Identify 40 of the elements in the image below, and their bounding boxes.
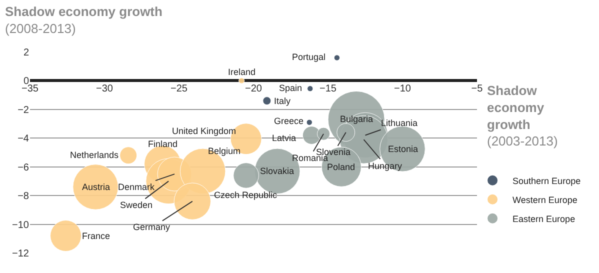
annotation: Denmark [118, 182, 156, 192]
annotation: Greece [274, 116, 304, 126]
annotation: Ireland [228, 67, 256, 77]
annotation: Austria [82, 182, 110, 192]
annotation: Italy [274, 96, 292, 106]
annotation: Germany [133, 222, 171, 232]
y-tick-label: −12 [12, 248, 30, 260]
annotation: Bulgaria [340, 114, 374, 124]
x-tick-label: −30 [96, 84, 114, 95]
annotation: Sweden [120, 200, 153, 210]
annotation: Lithuania [381, 118, 418, 128]
annotation: France [82, 231, 110, 241]
x-tick-label: −20 [245, 84, 262, 95]
annotation: Spain [279, 83, 302, 93]
x-tick-label: −10 [394, 84, 412, 95]
annotation: Finland [148, 139, 178, 149]
x-tick-label: −25 [170, 84, 188, 95]
annotation: Romania [292, 153, 328, 163]
y-axis-title: Shadow economy growth (2008-2013) [5, 4, 163, 36]
x-axis-title: Shadow economy growth (2003-2013) [487, 83, 558, 149]
annotation: Slovakia [260, 166, 294, 176]
legend-label: Western Europe [512, 194, 578, 205]
annotation: Estonia [388, 144, 418, 154]
y-tick-label: −2 [18, 104, 30, 116]
x-tick-label: −5 [471, 84, 484, 95]
annotation: Czech Republic [214, 190, 278, 200]
y-tick-label: −4 [18, 134, 30, 145]
x-tick-label: −15 [320, 84, 337, 95]
annotation: United Kingdom [172, 126, 236, 136]
annotation: Latvia [272, 133, 296, 143]
annotation: Netherlands [70, 150, 120, 160]
annotation: Belgium [208, 146, 241, 156]
y-tick-label: 2 [23, 48, 30, 58]
legend-label: Southern Europe [512, 176, 581, 186]
y-tick-label: −6 [18, 162, 30, 174]
annotation: Portugal [292, 52, 326, 62]
y-tick-label: −10 [12, 220, 30, 231]
y-tick-label: −8 [18, 191, 30, 202]
legend-label: Eastern Europe [512, 214, 576, 224]
annotation: Poland [327, 162, 356, 172]
